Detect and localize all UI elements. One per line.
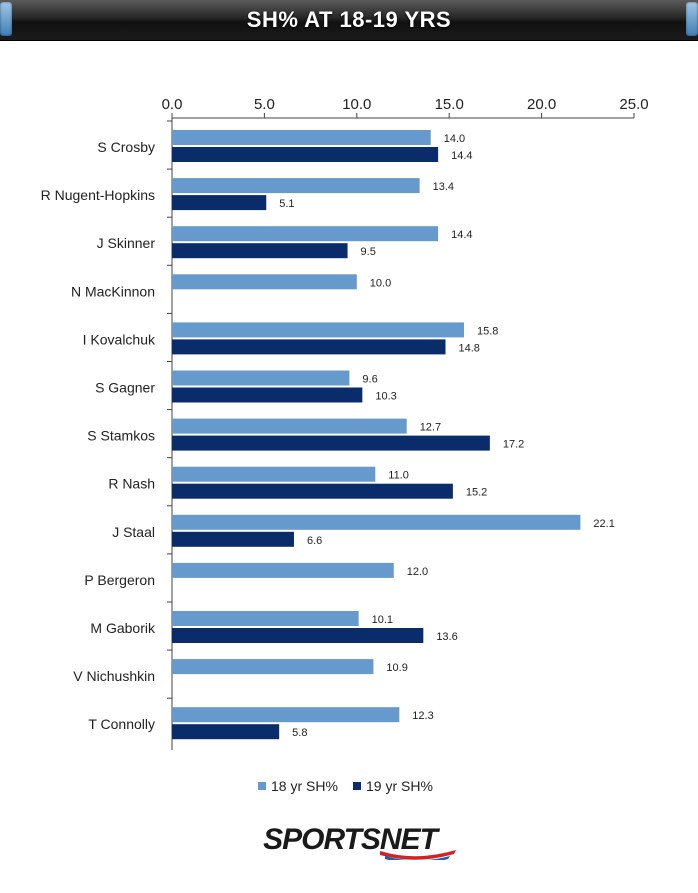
legend-swatch — [353, 782, 361, 790]
bar-18yr — [172, 659, 374, 675]
bar-18yr — [172, 514, 581, 530]
bar-18yr — [172, 562, 394, 578]
bar-18yr — [172, 418, 407, 434]
category-label: R Nash — [108, 476, 155, 492]
data-label: 12.7 — [420, 422, 441, 434]
bar-18yr — [172, 130, 431, 145]
data-label: 6.6 — [307, 535, 322, 547]
data-label: 10.3 — [375, 391, 396, 403]
bar-18yr — [172, 178, 420, 194]
data-label: 14.4 — [451, 150, 472, 162]
bar-19yr — [172, 195, 267, 211]
bar-18yr — [172, 322, 464, 338]
bar-19yr — [172, 243, 348, 259]
data-label: 17.2 — [503, 439, 524, 451]
data-label: 14.4 — [451, 229, 472, 241]
legend-label: 19 yr SH% — [366, 778, 433, 794]
title-bar: SH% AT 18-19 YRS — [0, 0, 698, 41]
data-label: 10.1 — [372, 614, 393, 626]
x-tick-label: 10.0 — [342, 96, 371, 113]
x-tick-label: 0.0 — [162, 96, 183, 113]
category-label: P Bergeron — [84, 572, 155, 588]
bar-18yr — [172, 226, 439, 242]
data-label: 12.0 — [407, 566, 428, 578]
category-label: M Gaborik — [90, 620, 156, 636]
category-label: J Staal — [112, 524, 155, 540]
category-label: V Nichushkin — [73, 668, 155, 684]
data-label: 10.0 — [370, 277, 391, 289]
bar-18yr — [172, 274, 357, 290]
bar-18yr — [172, 466, 376, 482]
bar-19yr — [172, 483, 453, 499]
category-label: S Gagner — [95, 380, 155, 396]
x-tick-label: 5.0 — [254, 96, 275, 113]
data-label: 13.4 — [433, 181, 454, 193]
category-label: S Stamkos — [87, 428, 155, 444]
logo-swoosh-red — [380, 850, 456, 860]
legend-swatch — [258, 782, 266, 790]
bar-19yr — [172, 531, 294, 547]
bar-19yr — [172, 724, 280, 740]
x-tick-label: 20.0 — [527, 96, 556, 113]
bar-19yr — [172, 339, 446, 355]
x-tick-label: 25.0 — [619, 96, 648, 113]
title-cap-left — [0, 2, 12, 36]
data-label: 5.1 — [279, 198, 294, 210]
data-label: 12.3 — [412, 710, 433, 722]
legend-label: 18 yr SH% — [271, 778, 338, 794]
logo-swoosh-blue — [385, 856, 450, 860]
category-label: N MacKinnon — [71, 283, 155, 299]
data-label: 15.2 — [466, 487, 487, 499]
data-label: 22.1 — [593, 518, 614, 530]
data-label: 13.6 — [436, 631, 457, 643]
bar-18yr — [172, 611, 359, 626]
bar-19yr — [172, 435, 490, 451]
data-label: 10.9 — [386, 662, 407, 674]
category-label: R Nugent-Hopkins — [41, 187, 155, 203]
data-label: 9.5 — [361, 246, 376, 258]
category-label: J Skinner — [97, 235, 156, 251]
title-cap-right — [686, 2, 698, 36]
data-label: 9.6 — [362, 374, 377, 386]
sportsnet-logo: SPORTSNET — [263, 823, 456, 860]
logo-wordmark: SPORTSNET — [263, 823, 440, 856]
bar-19yr — [172, 628, 424, 643]
bar-19yr — [172, 147, 439, 162]
data-label: 5.8 — [292, 727, 307, 739]
bar-18yr — [172, 707, 400, 723]
category-label: I Kovalchuk — [83, 331, 156, 347]
x-tick-label: 15.0 — [435, 96, 464, 113]
data-label: 11.0 — [388, 470, 409, 482]
chart-title: SH% AT 18-19 YRS — [246, 7, 452, 32]
category-label: S Crosby — [97, 139, 155, 155]
data-label: 14.0 — [444, 133, 465, 145]
bar-18yr — [172, 370, 350, 386]
bar-19yr — [172, 387, 363, 403]
data-label: 15.8 — [477, 325, 498, 337]
category-label: T Connolly — [88, 716, 155, 732]
data-label: 14.8 — [459, 342, 480, 354]
